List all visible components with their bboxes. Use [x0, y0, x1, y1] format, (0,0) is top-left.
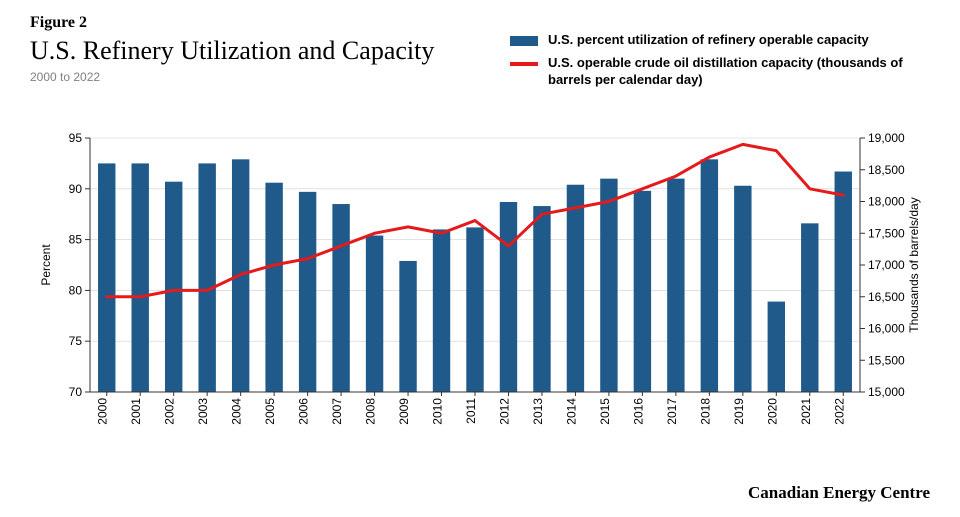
bar	[332, 204, 349, 392]
bar-swatch	[510, 36, 538, 46]
x-tick-label: 2002	[163, 398, 177, 425]
bar	[265, 183, 282, 392]
bar	[567, 185, 584, 392]
x-tick-label: 2003	[196, 398, 210, 425]
y-right-tick-label: 16,500	[868, 290, 905, 304]
bar	[835, 172, 852, 392]
legend-label-bars: U.S. percent utilization of refinery ope…	[548, 32, 869, 49]
bar	[466, 227, 483, 392]
x-tick-label: 2020	[765, 398, 779, 425]
x-tick-label: 2022	[832, 398, 846, 425]
x-tick-label: 2015	[598, 398, 612, 425]
bar	[366, 236, 383, 392]
y-left-axis-title: Percent	[39, 244, 53, 286]
bar	[701, 159, 718, 392]
figure-label: Figure 2	[30, 14, 434, 32]
y-right-axis-title: Thousands of barrels/day	[907, 197, 921, 332]
x-tick-label: 2000	[96, 398, 110, 425]
bar	[634, 191, 651, 392]
y-right-tick-label: 19,000	[868, 131, 905, 145]
chart-title: U.S. Refinery Utilization and Capacity	[30, 36, 434, 66]
x-tick-label: 2007	[330, 398, 344, 425]
x-tick-label: 2012	[497, 398, 511, 425]
bar	[600, 179, 617, 392]
legend-item-bars: U.S. percent utilization of refinery ope…	[510, 32, 948, 49]
y-left-tick-label: 75	[69, 334, 83, 348]
x-tick-label: 2011	[464, 398, 478, 424]
y-right-tick-label: 18,000	[868, 195, 905, 209]
x-tick-label: 2006	[297, 398, 311, 425]
bar	[801, 223, 818, 392]
y-right-tick-label: 17,000	[868, 258, 905, 272]
chart-subtitle: 2000 to 2022	[30, 70, 434, 84]
x-tick-label: 2009	[397, 398, 411, 425]
chart-svg: 70 75 80 85 90 95 15,000 15,500 16,000 16,500 17,0…	[30, 130, 930, 450]
y-right-tick-label: 15,500	[868, 353, 905, 367]
legend-label-line: U.S. operable crude oil distillation cap…	[548, 55, 948, 89]
x-tick-label: 2018	[698, 398, 712, 425]
legend-item-line: U.S. operable crude oil distillation cap…	[510, 55, 948, 89]
bar	[667, 179, 684, 392]
x-tick-label: 2019	[732, 398, 746, 425]
x-tick-label: 2016	[631, 398, 645, 425]
bar	[734, 186, 751, 392]
y-left-tick-label: 85	[69, 233, 83, 247]
bar	[768, 302, 785, 392]
line-swatch	[510, 62, 538, 66]
bar	[132, 163, 149, 392]
chart-area: 70 75 80 85 90 95 15,000 15,500 16,000 16,500 17,0…	[30, 130, 930, 450]
y-right-tick-label: 18,500	[868, 163, 905, 177]
x-tick-label: 2004	[230, 398, 244, 425]
y-right-tick-label: 15,000	[868, 385, 905, 399]
bar	[433, 229, 450, 392]
bar	[299, 192, 316, 392]
y-left-tick-label: 70	[69, 385, 83, 399]
attribution: Canadian Energy Centre	[748, 483, 930, 503]
y-right-tick-label: 17,500	[868, 226, 905, 240]
y-right-tick-label: 16,000	[868, 322, 905, 336]
x-tick-label: 2014	[564, 398, 578, 425]
bar	[399, 261, 416, 392]
y-left-tick-label: 95	[69, 131, 83, 145]
bar	[533, 206, 550, 392]
legend: U.S. percent utilization of refinery ope…	[510, 32, 948, 95]
x-tick-label: 2021	[799, 398, 813, 425]
x-tick-label: 2017	[665, 398, 679, 425]
bar	[198, 163, 215, 392]
bar	[98, 163, 115, 392]
y-left-tick-label: 80	[69, 283, 83, 297]
bar	[500, 202, 517, 392]
x-tick-label: 2008	[364, 398, 378, 425]
x-tick-label: 2013	[531, 398, 545, 425]
bar	[165, 182, 182, 392]
x-tick-label: 2005	[263, 398, 277, 425]
y-left-tick-label: 90	[69, 182, 83, 196]
x-tick-label: 2010	[431, 398, 445, 425]
x-tick-label: 2001	[129, 398, 143, 425]
